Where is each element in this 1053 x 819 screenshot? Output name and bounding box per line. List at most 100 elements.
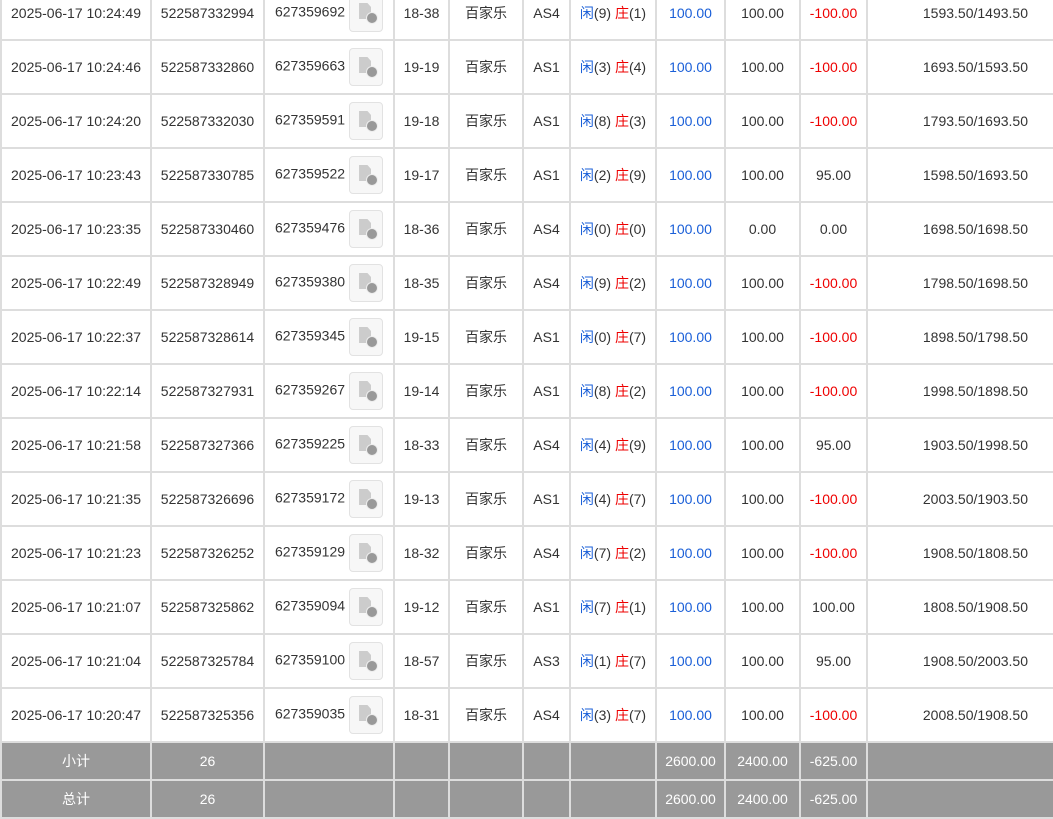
win-loss: -100.00 [799, 525, 868, 581]
footer-bet: 2600.00 [655, 741, 726, 781]
bet-amount: 100.00 [655, 201, 726, 257]
footer-label: 小计 [0, 741, 152, 781]
round-id: 627359100 [274, 651, 346, 668]
shoe-round: 19-13 [393, 471, 450, 527]
banker-label: 庄 [614, 383, 629, 399]
order-id: 522587328949 [150, 255, 265, 311]
win-loss: 0.00 [799, 201, 868, 257]
order-id: 522587330460 [150, 201, 265, 257]
video-replay-icon[interactable] [349, 480, 384, 518]
table-row: 2025-06-17 10:22:14 522587327931 6273592… [0, 363, 1053, 419]
player-label: 闲 [579, 599, 594, 615]
player-label: 闲 [579, 437, 594, 453]
round-id-cell: 627359692 [263, 0, 395, 41]
video-replay-icon[interactable] [349, 642, 384, 680]
round-id: 627359225 [274, 435, 346, 452]
order-id: 522587326696 [150, 471, 265, 527]
valid-bet: 100.00 [724, 39, 801, 95]
order-id: 522587326252 [150, 525, 265, 581]
result: 闲(7) 庄(2) [569, 525, 657, 581]
order-id: 522587327931 [150, 363, 265, 419]
player-label: 闲 [579, 383, 594, 399]
order-id: 522587328614 [150, 309, 265, 365]
video-replay-icon[interactable] [349, 102, 384, 140]
video-replay-icon[interactable] [349, 264, 384, 302]
video-replay-icon[interactable] [349, 372, 384, 410]
table-row: 2025-06-17 10:23:35 522587330460 6273594… [0, 201, 1053, 257]
video-replay-icon[interactable] [349, 534, 384, 572]
round-id: 627359094 [274, 597, 346, 614]
balance-before-after: 1593.50/1493.50 [866, 0, 1053, 41]
valid-bet: 100.00 [724, 255, 801, 311]
result: 闲(4) 庄(7) [569, 471, 657, 527]
video-replay-icon[interactable] [349, 156, 384, 194]
player-points: 9 [598, 275, 607, 291]
game-name: 百家乐 [448, 525, 524, 581]
video-replay-icon[interactable] [349, 318, 384, 356]
video-replay-icon[interactable] [349, 48, 384, 86]
video-replay-icon[interactable] [349, 588, 384, 626]
player-points: 3 [598, 707, 607, 723]
banker-label: 庄 [614, 653, 629, 669]
bet-amount: 100.00 [655, 471, 726, 527]
banker-label: 庄 [614, 113, 629, 129]
table-name: AS4 [522, 201, 571, 257]
video-replay-icon[interactable] [349, 0, 384, 32]
footer-row: 总计 26 2600.00 2400.00 -625.00 [0, 779, 1053, 819]
balance-before-after: 1698.50/1698.50 [866, 201, 1053, 257]
order-id: 522587325356 [150, 687, 265, 743]
game-name: 百家乐 [448, 417, 524, 473]
player-label: 闲 [579, 221, 594, 237]
round-id: 627359692 [274, 3, 346, 20]
player-label: 闲 [579, 5, 594, 21]
bet-amount: 100.00 [655, 579, 726, 635]
bet-amount: 100.00 [655, 147, 726, 203]
table-name: AS1 [522, 147, 571, 203]
table-row: 2025-06-17 10:24:49 522587332994 6273596… [0, 0, 1053, 41]
game-name: 百家乐 [448, 363, 524, 419]
round-id: 627359267 [274, 381, 346, 398]
round-id-cell: 627359663 [263, 39, 395, 95]
table-row: 2025-06-17 10:24:46 522587332860 6273596… [0, 39, 1053, 95]
table-name: AS3 [522, 633, 571, 689]
valid-bet: 100.00 [724, 633, 801, 689]
video-replay-icon[interactable] [349, 426, 384, 464]
shoe-round: 19-19 [393, 39, 450, 95]
win-loss: -100.00 [799, 0, 868, 41]
win-loss: 95.00 [799, 417, 868, 473]
shoe-round: 19-15 [393, 309, 450, 365]
banker-points: 7 [633, 491, 642, 507]
shoe-round: 18-57 [393, 633, 450, 689]
shoe-round: 19-12 [393, 579, 450, 635]
player-points: 8 [598, 383, 607, 399]
shoe-round: 19-17 [393, 147, 450, 203]
bet-amount: 100.00 [655, 93, 726, 149]
video-replay-icon[interactable] [349, 210, 384, 248]
player-label: 闲 [579, 167, 594, 183]
balance-before-after: 1793.50/1693.50 [866, 93, 1053, 149]
bet-amount: 100.00 [655, 255, 726, 311]
player-points: 7 [598, 545, 607, 561]
game-name: 百家乐 [448, 93, 524, 149]
bet-time: 2025-06-17 10:24:20 [0, 93, 152, 149]
order-id: 522587325862 [150, 579, 265, 635]
game-name: 百家乐 [448, 687, 524, 743]
round-id-cell: 627359129 [263, 525, 395, 581]
player-points: 0 [598, 329, 607, 345]
round-id: 627359591 [274, 111, 346, 128]
player-label: 闲 [579, 329, 594, 345]
player-label: 闲 [579, 275, 594, 291]
video-replay-icon[interactable] [349, 696, 384, 734]
balance-before-after: 1798.50/1698.50 [866, 255, 1053, 311]
banker-points: 1 [633, 599, 642, 615]
bet-time: 2025-06-17 10:22:49 [0, 255, 152, 311]
round-id-cell: 627359380 [263, 255, 395, 311]
game-name: 百家乐 [448, 0, 524, 41]
footer-valid: 2400.00 [724, 741, 801, 781]
game-name: 百家乐 [448, 471, 524, 527]
banker-label: 庄 [614, 545, 629, 561]
banker-label: 庄 [614, 329, 629, 345]
valid-bet: 100.00 [724, 363, 801, 419]
round-id-cell: 627359094 [263, 579, 395, 635]
